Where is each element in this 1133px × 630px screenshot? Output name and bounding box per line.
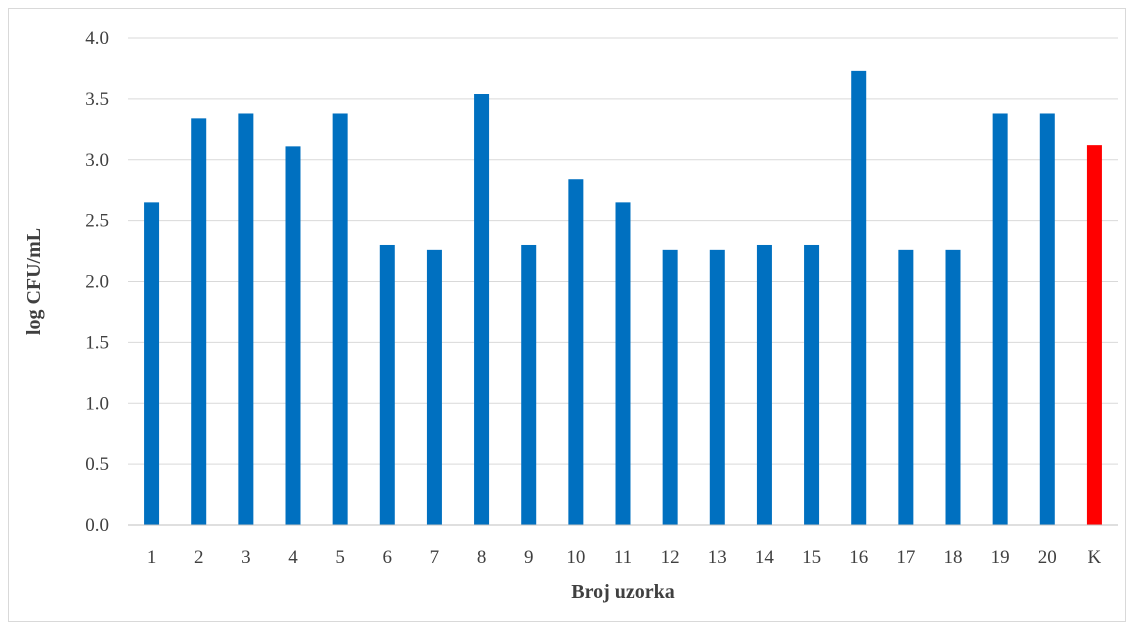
bar-11 <box>615 202 631 526</box>
x-tick-label: 17 <box>896 547 915 568</box>
bar-14 <box>756 244 772 525</box>
y-tick-label: 0.0 <box>85 515 109 536</box>
y-axis-ticks: 0.0 0.5 1.0 1.5 2.0 2.5 3.0 3.5 4.0 <box>85 28 109 536</box>
bar-3 <box>238 113 254 526</box>
bar-8 <box>474 94 490 525</box>
y-tick-label: 2.0 <box>85 272 109 293</box>
bar-19 <box>992 113 1008 526</box>
y-tick-label: 0.5 <box>85 454 109 475</box>
bar-17 <box>898 249 914 525</box>
bar-5 <box>332 113 348 526</box>
x-tick-label: 9 <box>524 547 534 568</box>
y-tick-label: 1.0 <box>85 393 109 414</box>
x-tick-label: 5 <box>335 547 345 568</box>
x-axis-title: Broj uzorka <box>571 581 675 603</box>
x-tick-label: 18 <box>944 547 963 568</box>
bar-2 <box>191 118 207 525</box>
x-tick-label: 16 <box>849 547 868 568</box>
x-tick-label: 6 <box>383 547 393 568</box>
x-tick-label: 11 <box>614 547 632 568</box>
bar-6 <box>379 244 395 525</box>
bar-1 <box>144 202 160 526</box>
x-tick-label: 19 <box>991 547 1010 568</box>
x-tick-label: 10 <box>566 547 585 568</box>
x-tick-label: K <box>1088 547 1102 568</box>
bar-12 <box>662 249 678 525</box>
x-tick-label: 13 <box>708 547 727 568</box>
y-tick-label: 4.0 <box>85 28 109 49</box>
y-tick-label: 2.5 <box>85 211 109 232</box>
x-tick-label: 15 <box>802 547 821 568</box>
bar-9 <box>521 244 537 525</box>
bar-10 <box>568 179 584 526</box>
y-tick-label: 3.5 <box>85 89 109 110</box>
x-tick-label: 20 <box>1038 547 1057 568</box>
x-tick-label: 8 <box>477 547 487 568</box>
bar-K <box>1086 145 1102 525</box>
x-tick-label: 12 <box>661 547 680 568</box>
bar-20 <box>1039 113 1055 526</box>
bar-18 <box>945 249 961 525</box>
y-axis-title: log CFU/mL <box>23 228 45 335</box>
bar-4 <box>285 146 301 526</box>
bar-15 <box>804 244 820 525</box>
x-tick-label: 4 <box>288 547 298 568</box>
x-tick-label: 14 <box>755 547 775 568</box>
x-axis-ticks: 1 2 3 4 5 6 7 8 9 10 11 12 13 14 15 16 17 18 19 20 K <box>147 547 1102 568</box>
y-tick-label: 1.5 <box>85 332 109 353</box>
bars <box>144 70 1102 526</box>
x-tick-label: 7 <box>430 547 440 568</box>
bar-13 <box>709 249 725 525</box>
bar-7 <box>426 249 442 525</box>
y-tick-label: 3.0 <box>85 150 109 171</box>
bar-16 <box>851 70 867 525</box>
x-tick-label: 1 <box>147 547 157 568</box>
x-tick-label: 3 <box>241 547 251 568</box>
x-tick-label: 2 <box>194 547 204 568</box>
